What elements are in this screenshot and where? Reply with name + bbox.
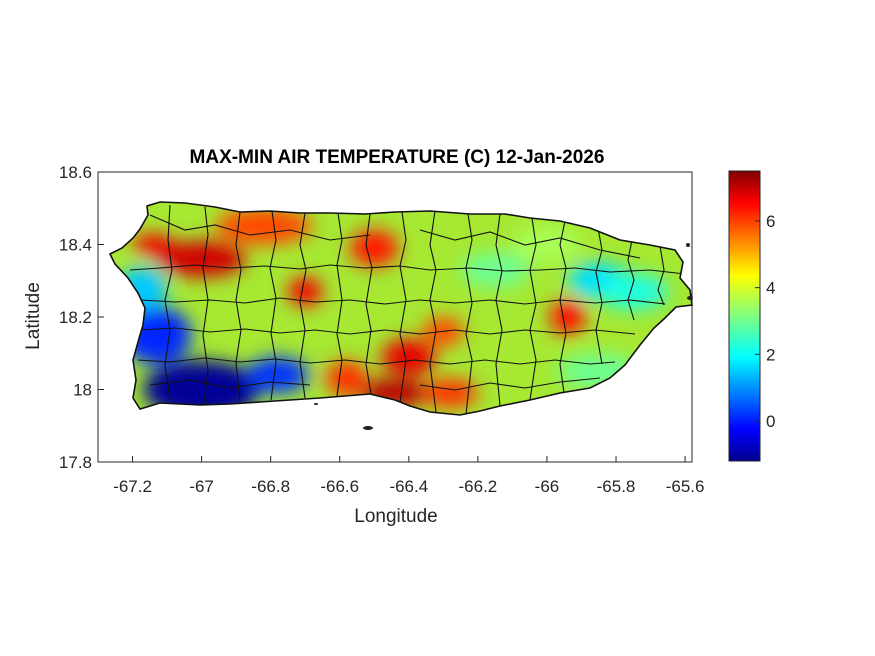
colorbar-ticks: 0 2 4 6 <box>755 212 775 431</box>
x-tick-label: -66 <box>535 477 560 496</box>
heat-cell-9 <box>550 298 585 336</box>
heat-cell-3 <box>350 230 399 267</box>
y-axis-label: Latitude <box>23 282 44 350</box>
heat-cell-6 <box>381 338 437 375</box>
x-tick-label: -65.8 <box>597 477 636 496</box>
y-tick-label: 18.6 <box>59 163 92 182</box>
x-tick-label: -66.2 <box>459 477 498 496</box>
x-tick-label: -66.6 <box>320 477 359 496</box>
y-tick-label: 17.8 <box>59 453 92 472</box>
x-tick-label: -66.8 <box>251 477 290 496</box>
colorbar-tick-label: 0 <box>766 412 775 431</box>
colorbar <box>728 170 761 462</box>
y-axis-ticks: 17.8 18 18.2 18.4 18.6 <box>59 163 104 472</box>
x-tick-label: -65.6 <box>666 477 705 496</box>
x-axis-label: Longitude <box>354 506 437 527</box>
colorbar-tick-label: 2 <box>766 345 775 364</box>
x-tick-label: -67.2 <box>113 477 152 496</box>
x-tick-label: -67 <box>189 477 214 496</box>
heat-cell-0 <box>156 240 247 278</box>
x-tick-label: -66.4 <box>389 477 428 496</box>
y-tick-label: 18.2 <box>59 308 92 327</box>
colorbar-tick-label: 6 <box>766 212 775 231</box>
y-tick-label: 18 <box>73 381 92 400</box>
heat-cell-7 <box>422 378 478 408</box>
heat-cell-2 <box>287 277 323 307</box>
offshore-islets <box>314 243 693 430</box>
heat-cell-4 <box>215 208 313 245</box>
municipal-boundaries <box>129 204 686 415</box>
map-title: MAX-MIN AIR TEMPERATURE (C) 12-Jan-2026 <box>190 147 605 168</box>
heat-cell-8 <box>325 360 368 397</box>
heat-cell-18 <box>512 226 582 263</box>
x-axis-ticks: -67.2 -67 -66.8 -66.6 -66.4 -66.2 -66 -65.8 -65.… <box>113 456 704 496</box>
colorbar-tick-label: 4 <box>766 279 775 298</box>
heat-cell-1 <box>132 233 174 256</box>
y-tick-label: 18.4 <box>59 236 92 255</box>
